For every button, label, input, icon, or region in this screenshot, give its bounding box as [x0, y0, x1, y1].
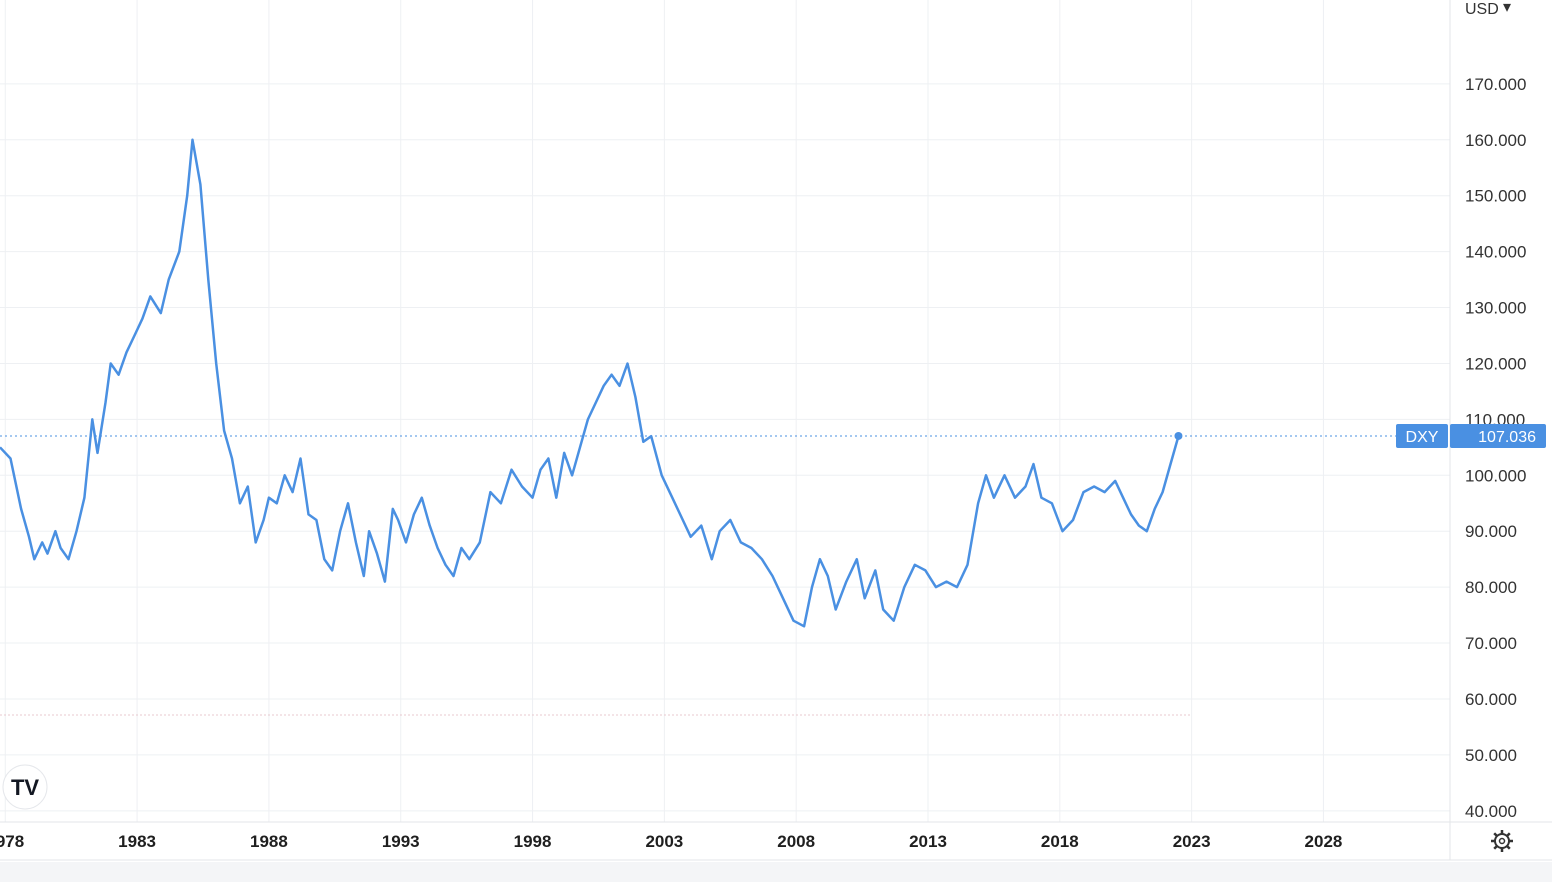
- y-tick-label: 60.000: [1465, 690, 1517, 709]
- currency-selector[interactable]: USD ▾: [1465, 0, 1511, 18]
- time-axis[interactable]: 1978 1983 1988 1993 1998 2003 2008 2013 2018 2023…: [0, 832, 1342, 851]
- vertical-gridlines: [4, 0, 1324, 822]
- gear-icon[interactable]: [1491, 830, 1513, 852]
- tradingview-logo[interactable]: TV: [2, 764, 48, 810]
- y-tick-label: 170.000: [1465, 75, 1526, 94]
- y-tick-label: 70.000: [1465, 634, 1517, 653]
- y-tick-label: 80.000: [1465, 578, 1517, 597]
- horizontal-gridlines: [0, 83, 1450, 812]
- x-tick-label: 1978: [0, 832, 24, 851]
- y-tick-label: 150.000: [1465, 187, 1526, 206]
- value-badge: [1450, 423, 1546, 448]
- series-dxy[interactable]: [0, 138, 1183, 628]
- x-tick-label: 1998: [514, 832, 552, 851]
- y-tick-label: 140.000: [1465, 243, 1526, 262]
- x-tick-label: 2013: [909, 832, 947, 851]
- y-tick-label: 120.000: [1465, 354, 1526, 373]
- series-line[interactable]: [0, 138, 1180, 628]
- symbol-label: DXY: [1406, 429, 1439, 446]
- y-tick-label: 90.000: [1465, 522, 1517, 541]
- x-tick-label: 1988: [250, 832, 288, 851]
- x-tick-label: 1983: [118, 832, 156, 851]
- symbol-badge: [1396, 423, 1448, 448]
- value-label: 107.036: [1478, 429, 1536, 446]
- x-tick-label: 1993: [382, 832, 420, 851]
- y-tick-label: 160.000: [1465, 131, 1526, 150]
- bottom-strip: [0, 862, 1552, 882]
- x-tick-label: 2023: [1173, 832, 1211, 851]
- current-value-badge: DXY 107.036: [1396, 423, 1546, 448]
- x-tick-label: 2028: [1305, 832, 1343, 851]
- x-tick-label: 2018: [1041, 832, 1079, 851]
- y-tick-label: 100.000: [1465, 466, 1526, 485]
- y-tick-label: 130.000: [1465, 299, 1526, 318]
- x-tick-label: 2003: [645, 832, 683, 851]
- chevron-down-icon[interactable]: ▾: [1503, 0, 1511, 16]
- x-tick-label: 2008: [777, 832, 815, 851]
- currency-label[interactable]: USD: [1465, 1, 1499, 18]
- last-point-marker: [1174, 431, 1183, 440]
- logo-mark: TV: [11, 775, 39, 800]
- y-tick-label: 40.000: [1465, 802, 1517, 821]
- logo-circle: [2, 764, 48, 810]
- y-tick-label: 50.000: [1465, 746, 1517, 765]
- plot-area[interactable]: [0, 0, 1450, 822]
